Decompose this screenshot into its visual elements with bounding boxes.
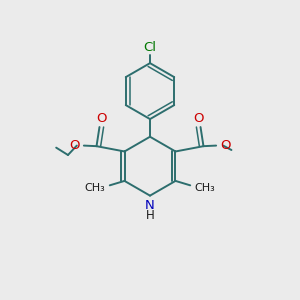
Text: Cl: Cl bbox=[143, 41, 157, 54]
Text: CH₃: CH₃ bbox=[85, 183, 105, 193]
Text: N: N bbox=[145, 199, 155, 212]
Text: O: O bbox=[193, 112, 204, 125]
Text: O: O bbox=[69, 139, 80, 152]
Text: CH₃: CH₃ bbox=[195, 183, 215, 193]
Text: O: O bbox=[96, 112, 107, 125]
Text: O: O bbox=[220, 139, 231, 152]
Text: H: H bbox=[146, 209, 154, 222]
